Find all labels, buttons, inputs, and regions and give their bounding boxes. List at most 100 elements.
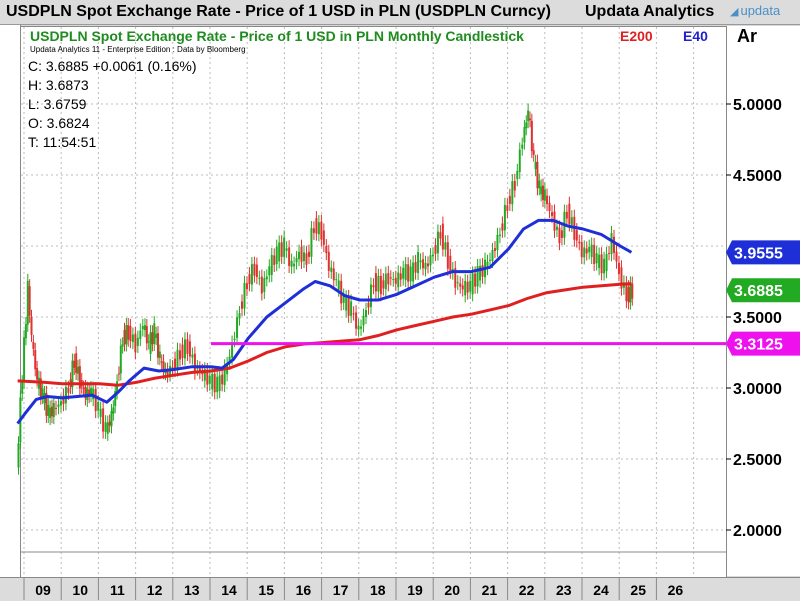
candle-body [523, 127, 526, 143]
candle-body [30, 316, 33, 335]
price-marker-box [726, 278, 800, 303]
candle-body [94, 389, 97, 412]
candle-body [511, 181, 514, 205]
candle-body [575, 230, 578, 241]
candle-body [332, 268, 335, 281]
legend-e200[interactable]: E200 [620, 28, 653, 44]
candle-body [372, 285, 375, 288]
candle-body [568, 203, 571, 225]
candle-body [590, 244, 593, 257]
candle-body [436, 231, 439, 254]
candle-body [45, 392, 48, 416]
price-marker-box [726, 240, 800, 265]
candle-body [538, 180, 541, 189]
candle-body [532, 150, 535, 155]
candle-body [32, 341, 35, 349]
candle-body [268, 266, 271, 276]
candle-body [379, 275, 382, 295]
candle-body [444, 242, 447, 250]
candle-body [322, 230, 325, 245]
candle-body [238, 313, 241, 319]
candle-body [104, 422, 107, 432]
candle-body [583, 247, 586, 258]
candle-body [28, 286, 31, 316]
candle-body [355, 312, 358, 329]
candle-body [300, 246, 303, 262]
candle-body [407, 264, 410, 282]
candle-body [67, 387, 70, 393]
candle-body [208, 375, 211, 384]
candle-body [110, 411, 113, 427]
candle-body [123, 329, 126, 345]
candle-body [315, 218, 318, 234]
candle-body [223, 366, 226, 385]
candle-body [503, 204, 506, 231]
x-tick-label: 25 [630, 582, 646, 598]
candle-body [181, 344, 184, 359]
candle-body [528, 118, 531, 121]
candle-body [84, 387, 87, 399]
candle-body [374, 273, 377, 292]
candle-body [147, 341, 150, 343]
candle-body [119, 345, 122, 374]
candle-body [530, 120, 533, 152]
y-tick-label: 4.5000 [733, 168, 782, 185]
candle-body [384, 273, 387, 290]
candle-body [221, 374, 224, 385]
candle-body [422, 259, 425, 269]
candle-body [117, 373, 120, 375]
candle-body [608, 252, 611, 254]
candle-body [50, 406, 53, 417]
candle-body [17, 443, 20, 468]
candle-body [303, 252, 305, 261]
candle-body [627, 287, 630, 303]
candle-body [369, 284, 372, 307]
candle-body [73, 360, 76, 368]
candle-body [288, 247, 291, 266]
candle-body [605, 253, 608, 272]
candle-body [174, 358, 177, 370]
candle-body [55, 407, 57, 409]
candle-body [534, 161, 537, 170]
ohlc-close: C: 3.6885 +0.0061 (0.16%) [28, 58, 197, 74]
legend-e40[interactable]: E40 [683, 28, 708, 44]
candle-body [125, 325, 128, 345]
candle-body [365, 309, 367, 317]
candle-body [114, 391, 117, 407]
x-tick-label: 24 [593, 582, 609, 598]
candle-body [327, 251, 330, 271]
candle-body [102, 408, 105, 432]
candle-body [52, 403, 55, 418]
candle-body [593, 245, 596, 264]
candle-body [121, 344, 124, 347]
candle-body [160, 361, 163, 363]
plot-area[interactable] [20, 26, 727, 578]
candle-body [310, 228, 313, 257]
candle-body [412, 262, 415, 282]
candle-body [397, 272, 400, 288]
candle-body [588, 246, 591, 253]
candle-body [131, 334, 134, 343]
x-tick-label: 21 [482, 582, 498, 598]
candle-body [317, 222, 320, 235]
candle-body [188, 341, 191, 357]
candle-body [176, 349, 179, 370]
x-tick-label: 09 [35, 582, 51, 598]
time-axis[interactable] [0, 577, 800, 601]
candle-body [97, 401, 100, 411]
candle-body [595, 253, 598, 264]
candle-body [431, 254, 434, 257]
candle-body [325, 246, 328, 254]
candle-body [555, 226, 558, 230]
candle-body [39, 378, 42, 398]
candle-body [404, 264, 407, 281]
candle-body [253, 263, 256, 276]
candle-body [469, 280, 472, 292]
candle-body [382, 280, 385, 289]
candle-body [233, 338, 236, 341]
candle-body [350, 301, 353, 316]
candle-body [399, 273, 402, 280]
candle-body [21, 382, 24, 394]
candle-body [198, 368, 201, 373]
price-marker-label: 3.3125 [734, 337, 783, 354]
